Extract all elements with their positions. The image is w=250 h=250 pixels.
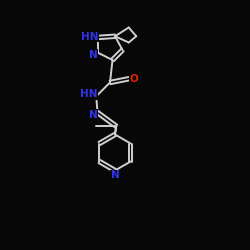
Text: O: O [130,74,138,84]
Text: N: N [111,170,120,180]
Text: N: N [88,110,98,120]
Text: N: N [88,50,98,60]
Text: HN: HN [81,32,99,42]
Text: HN: HN [80,89,98,99]
